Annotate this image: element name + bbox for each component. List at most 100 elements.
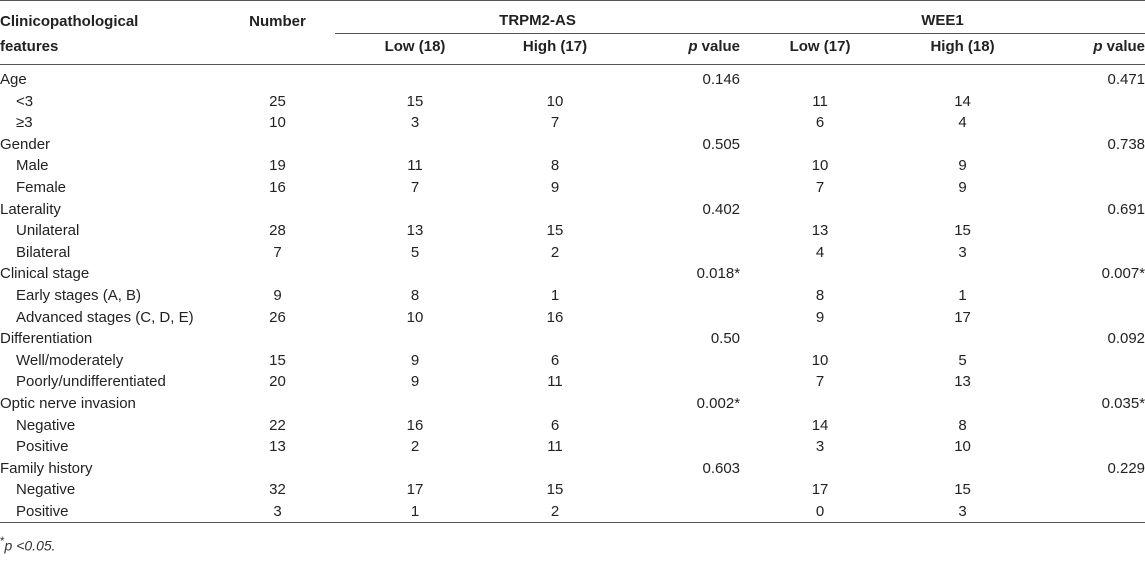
number-cell: 15 bbox=[269, 351, 286, 369]
header-number: Number bbox=[249, 12, 306, 30]
wee1-low-cell: 17 bbox=[811, 481, 829, 499]
wee1-pvalue-cell bbox=[1025, 371, 1145, 393]
header-wee1-pvalue: p value bbox=[1025, 34, 1145, 65]
trpm2-pvalue-cell bbox=[615, 307, 740, 329]
header-feature-line1: Clinicopathological bbox=[0, 12, 139, 30]
wee1-low-cell: 13 bbox=[811, 222, 829, 240]
wee1-pvalue-cell: 0.007* bbox=[1101, 265, 1145, 283]
wee1-low-cell: 11 bbox=[812, 92, 828, 110]
wee1-low-cell: 0 bbox=[740, 500, 901, 524]
table-row: Advanced stages (C, D, E) 26 10 16 9 17 bbox=[0, 307, 1145, 329]
wee1-high-cell bbox=[900, 199, 1025, 221]
trpm2-high-cell bbox=[495, 199, 615, 221]
trpm2-low-cell: 5 bbox=[410, 243, 420, 261]
wee1-low-cell bbox=[740, 458, 900, 480]
header-group-wee1: WEE1 bbox=[740, 0, 1145, 34]
trpm2-pvalue-cell bbox=[615, 436, 740, 458]
feature-cell: Optic nerve invasion bbox=[0, 394, 136, 412]
header-group-trpm2: TRPM2-AS bbox=[335, 0, 741, 34]
feature-cell: Early stages (A, B) bbox=[16, 286, 142, 304]
number-cell bbox=[220, 65, 335, 91]
table-row: Negative 22 16 6 14 8 bbox=[0, 415, 1145, 437]
feature-cell: Negative bbox=[16, 416, 76, 434]
wee1-pvalue-cell bbox=[1025, 436, 1145, 458]
trpm2-high-cell bbox=[495, 328, 615, 350]
trpm2-pvalue-cell bbox=[615, 177, 740, 199]
wee1-low-cell: 10 bbox=[811, 351, 829, 369]
trpm2-low-cell: 15 bbox=[406, 92, 424, 110]
wee1-high-cell bbox=[900, 263, 1025, 285]
number-cell bbox=[220, 458, 335, 480]
wee1-pvalue-cell bbox=[1025, 479, 1145, 501]
trpm2-high-cell: 9 bbox=[550, 178, 560, 196]
header-trpm2-high: High (17) bbox=[522, 38, 588, 55]
footnote: *p <0.05. bbox=[0, 535, 56, 554]
number-cell: 32 bbox=[269, 481, 286, 499]
wee1-high-cell: 1 bbox=[958, 286, 967, 304]
table-row: ≥3 10 3 7 6 4 bbox=[0, 112, 1145, 134]
wee1-low-cell bbox=[740, 134, 900, 156]
wee1-high-cell: 15 bbox=[954, 481, 971, 499]
wee1-low-cell bbox=[740, 328, 900, 350]
header-trpm2-pvalue: p value bbox=[615, 34, 740, 65]
trpm2-pvalue-cell bbox=[615, 371, 740, 393]
trpm2-high-cell bbox=[495, 65, 615, 91]
p-value-word: value bbox=[1102, 38, 1145, 55]
table-row: Differentiation 0.50 0.092 bbox=[0, 328, 1145, 350]
trpm2-low-cell: 3 bbox=[410, 114, 420, 132]
p-italic: p bbox=[1093, 38, 1103, 55]
table-body: Age 0.146 0.471 <3 25 15 10 11 14 ≥3 10 3 7 6 4 Gender 0… bbox=[0, 65, 1145, 524]
header-wee1-high: High (18) bbox=[930, 38, 995, 55]
wee1-low-cell: 14 bbox=[811, 416, 829, 434]
feature-cell: Well/moderately bbox=[16, 351, 124, 369]
trpm2-high-cell bbox=[495, 263, 615, 285]
wee1-high-cell: 5 bbox=[958, 351, 967, 369]
wee1-high-cell: 14 bbox=[954, 92, 971, 110]
trpm2-low-cell: 10 bbox=[406, 308, 424, 326]
wee1-high-cell bbox=[900, 458, 1025, 480]
footnote-marker: * bbox=[0, 535, 5, 548]
trpm2-pvalue-cell: 0.603 bbox=[702, 459, 741, 477]
wee1-low-cell: 7 bbox=[815, 373, 825, 391]
wee1-pvalue-cell bbox=[1025, 155, 1145, 177]
trpm2-pvalue-cell: 0.002* bbox=[696, 394, 741, 412]
wee1-high-cell: 17 bbox=[954, 308, 971, 326]
feature-cell: Female bbox=[16, 178, 67, 196]
trpm2-pvalue-cell: 0.146 bbox=[702, 71, 741, 88]
trpm2-low-cell bbox=[335, 134, 495, 156]
wee1-low-cell bbox=[740, 263, 900, 285]
header-wee1-low: Low (17) bbox=[789, 38, 851, 55]
wee1-high-cell: 13 bbox=[954, 373, 971, 391]
trpm2-pvalue-cell bbox=[615, 479, 740, 501]
table-row: Unilateral 28 13 15 13 15 bbox=[0, 220, 1145, 242]
number-cell bbox=[220, 199, 335, 221]
feature-cell: Gender bbox=[0, 135, 51, 153]
table-row: Laterality 0.402 0.691 bbox=[0, 199, 1145, 221]
trpm2-high-cell: 1 bbox=[550, 286, 560, 304]
table-row: Gender 0.505 0.738 bbox=[0, 134, 1145, 156]
trpm2-pvalue-cell bbox=[615, 285, 740, 307]
table-row: Negative 32 17 15 17 15 bbox=[0, 479, 1145, 501]
trpm2-high-cell: 8 bbox=[550, 157, 560, 175]
table-row: Female 16 7 9 7 9 bbox=[0, 177, 1145, 199]
header-feature-line2: features bbox=[0, 37, 59, 55]
table-row: Early stages (A, B) 9 8 1 8 1 bbox=[0, 285, 1145, 307]
trpm2-pvalue-cell bbox=[615, 415, 740, 437]
wee1-high-cell bbox=[900, 328, 1025, 350]
trpm2-low-cell: 13 bbox=[406, 222, 424, 240]
wee1-low-cell bbox=[740, 393, 900, 415]
trpm2-low-cell: 1 bbox=[335, 500, 495, 524]
table-row: Clinical stage 0.018* 0.007* bbox=[0, 263, 1145, 285]
number-cell: 26 bbox=[269, 308, 286, 326]
table-row: Well/moderately 15 9 6 10 5 bbox=[0, 350, 1145, 372]
trpm2-high-cell: 10 bbox=[546, 92, 564, 110]
trpm2-low-cell bbox=[335, 199, 495, 221]
wee1-pvalue-cell: 0.035* bbox=[1101, 394, 1145, 412]
wee1-low-cell bbox=[740, 65, 900, 91]
number-cell: 16 bbox=[269, 178, 286, 196]
wee1-high-cell: 15 bbox=[954, 222, 971, 240]
wee1-high-cell: 10 bbox=[954, 438, 971, 456]
trpm2-high-cell bbox=[495, 458, 615, 480]
number-cell bbox=[220, 328, 335, 350]
wee1-pvalue-cell bbox=[1025, 220, 1145, 242]
